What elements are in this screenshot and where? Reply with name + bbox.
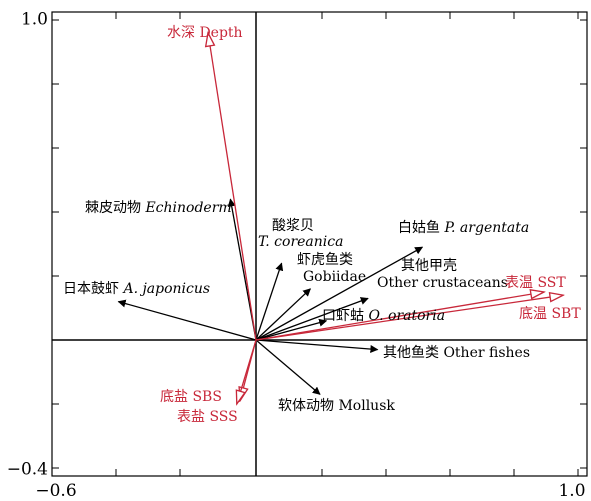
label-t-coreanica-cn: 酸浆贝 (272, 218, 314, 234)
label-sbt: 底温 SBT (519, 306, 581, 322)
species-arrow-p-argentata (255, 246, 424, 341)
env-arrow-sss (237, 339, 257, 404)
species-arrow-other-fishes (255, 339, 379, 354)
label-depth: 水深 Depth (167, 25, 243, 41)
y-tick-bottom: −0.4 (7, 460, 48, 480)
label-sss: 表盐 SSS (177, 409, 238, 425)
species-arrow-mollusk (255, 339, 321, 395)
axis-ticks (51, 12, 587, 476)
species-arrow-a-japonicus (117, 299, 257, 341)
y-tick-top: 1.0 (21, 10, 48, 30)
env-arrow-sst (255, 292, 544, 341)
label-t-coreanica-en: T. coreanica (258, 234, 343, 250)
env-arrow-depth (208, 33, 257, 341)
label-other-fishes: 其他鱼类 Other fishes (383, 344, 530, 361)
label-gobiidae-en: Gobiidae (303, 269, 366, 285)
plot-frame (51, 11, 588, 477)
label-a-japonicus: 日本鼓虾 A. japonicus (63, 281, 210, 297)
label-echinoderm: 棘皮动物 Echinoderm (85, 200, 232, 216)
label-other-crustaceans-cn: 其他甲壳 (401, 257, 457, 274)
species-arrow-o-oratoria (255, 318, 328, 341)
species-arrow-gobiidae (255, 288, 311, 341)
x-tick-right: 1.0 (558, 481, 585, 501)
vectors (117, 33, 563, 404)
label-other-crustaceans-en: Other crustaceans (377, 275, 508, 291)
species-arrow-t-coreanica (255, 262, 284, 341)
label-mollusk: 软体动物 Mollusk (278, 398, 395, 414)
env-arrow-sbt (255, 295, 563, 341)
x-tick-left: −0.6 (35, 481, 76, 501)
species-arrow-other-crustaceans (255, 297, 369, 341)
label-p-argentata: 白姑鱼 P. argentata (398, 219, 529, 236)
label-gobiidae-cn: 虾虎鱼类 (297, 251, 353, 268)
label-sbs: 底盐 SBS (160, 389, 222, 405)
label-o-oratoria: 口虾蛄 O. oratoria (322, 308, 445, 324)
label-sst: 表温 SST (505, 275, 566, 291)
